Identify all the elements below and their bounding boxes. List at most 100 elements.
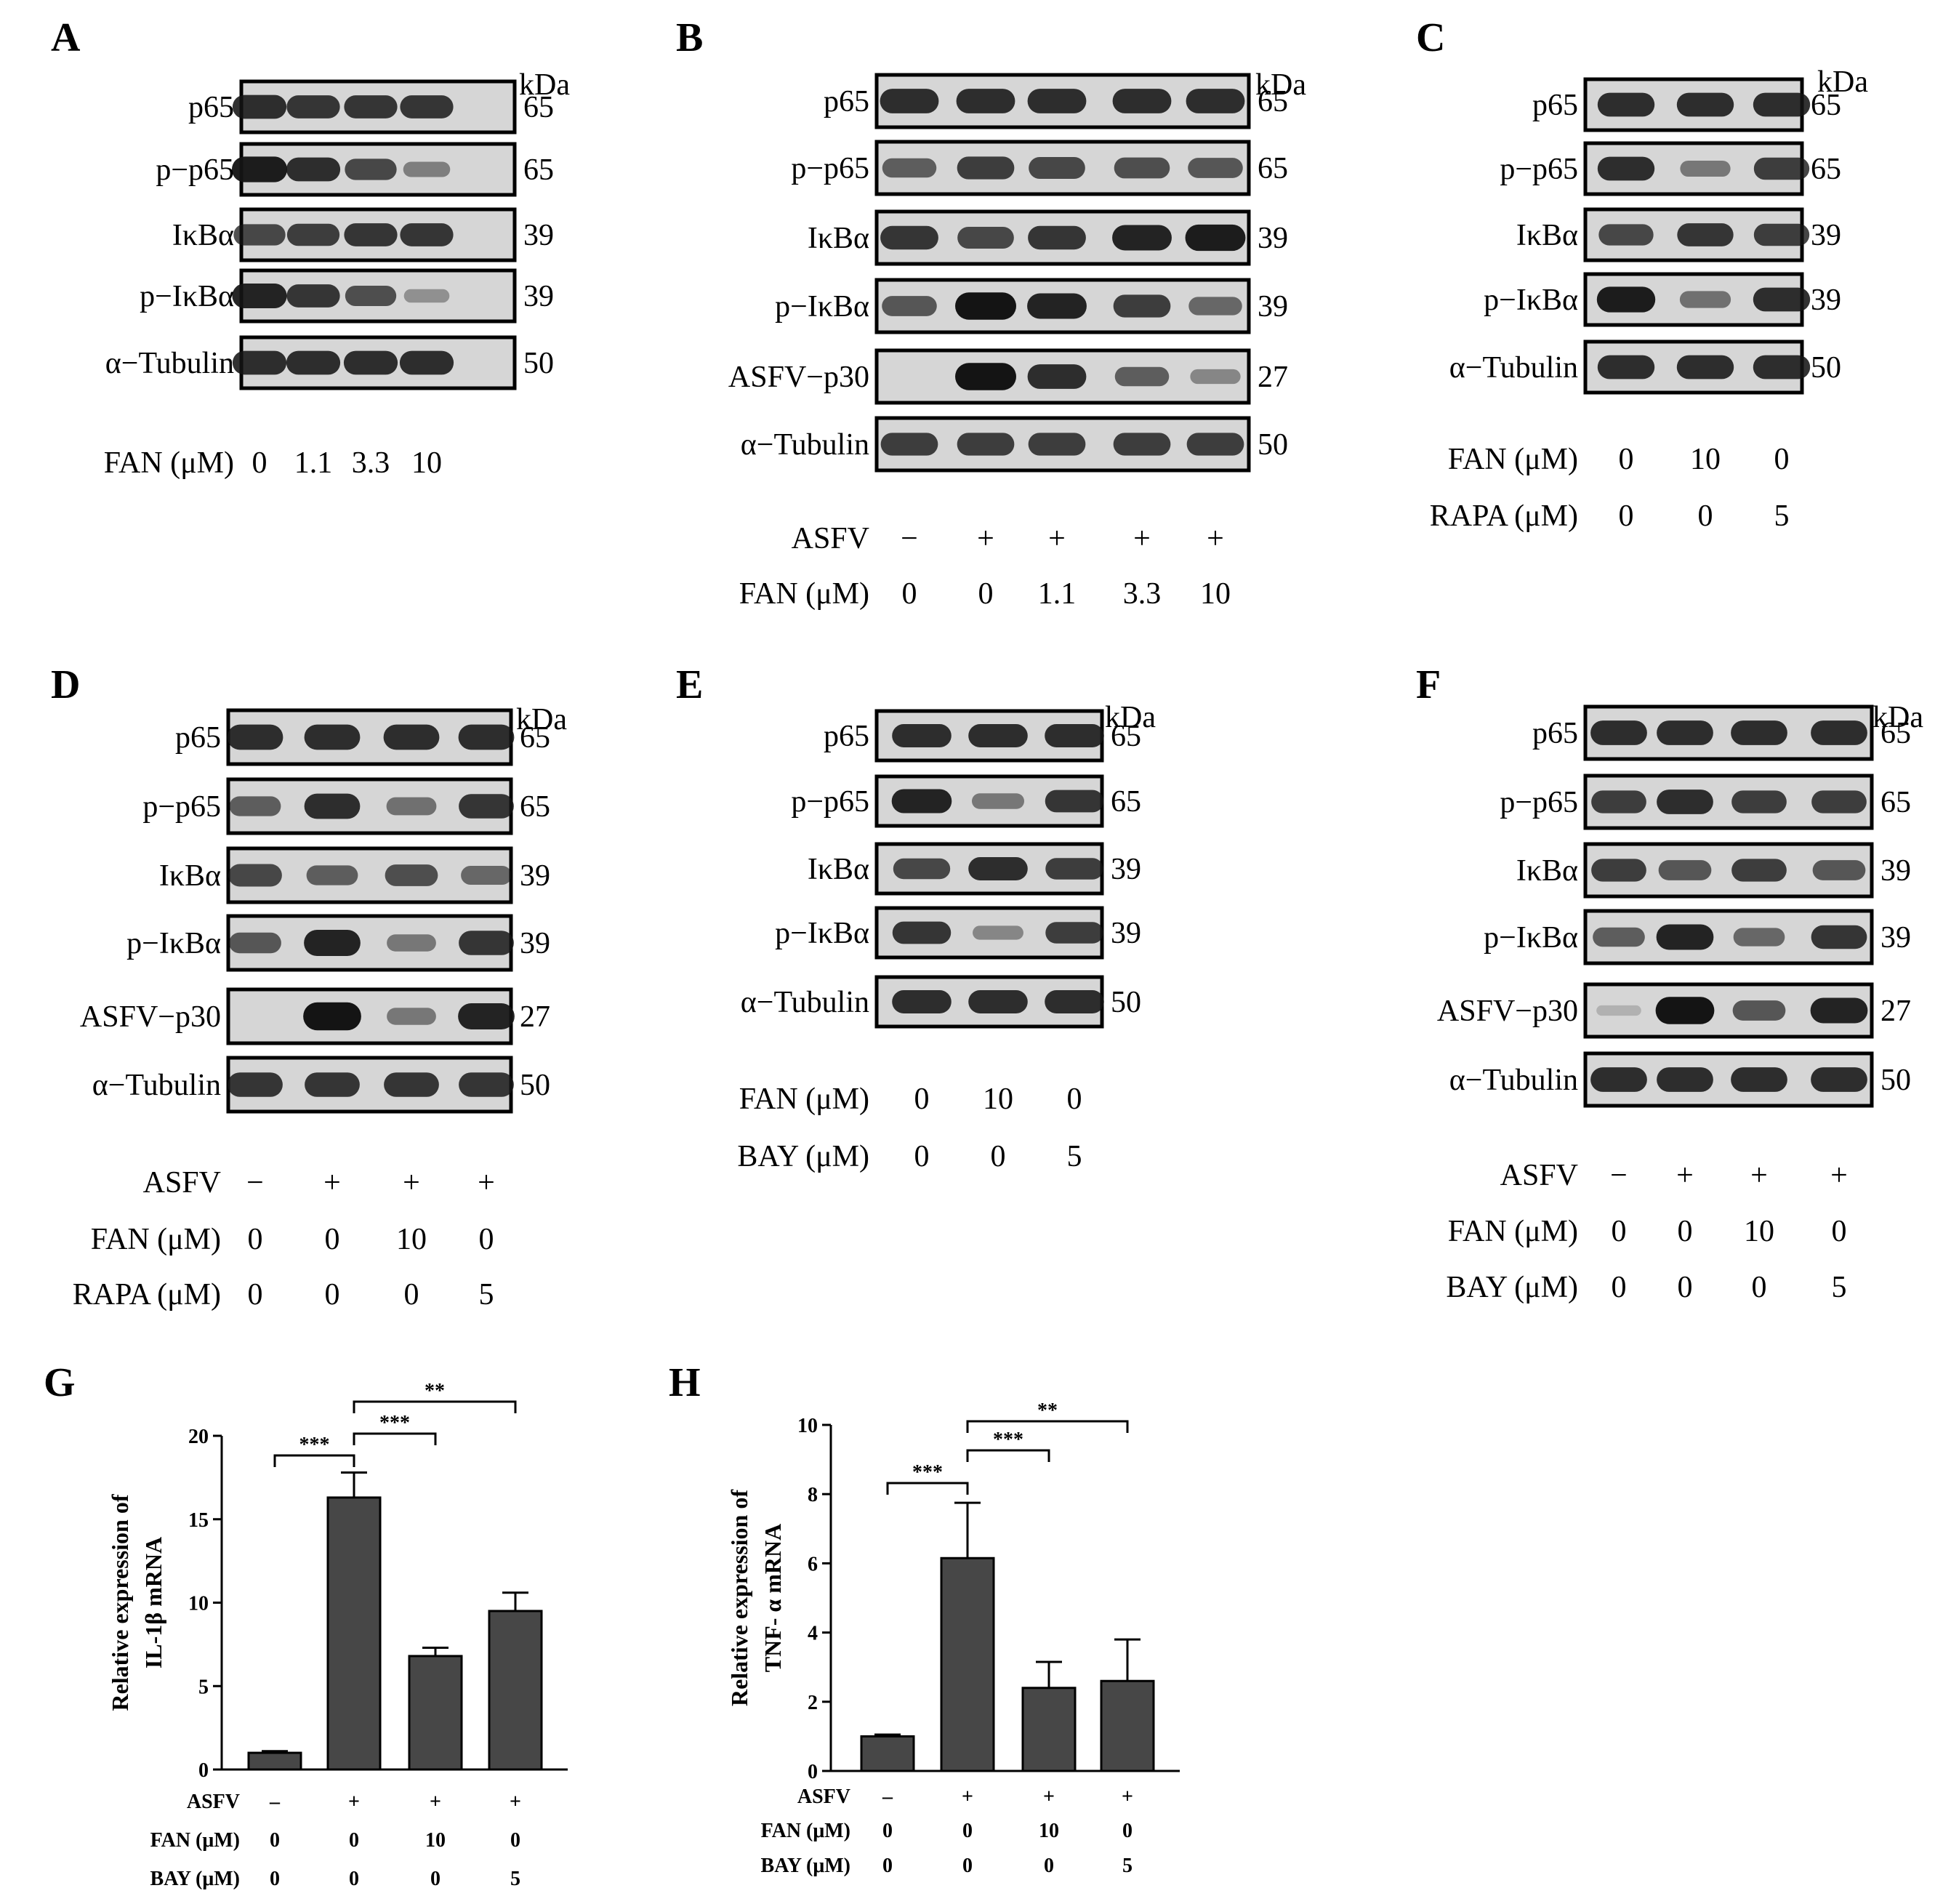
protein-label: p−IκBα	[775, 917, 869, 950]
protein-label: p−IκBα	[775, 290, 869, 324]
blot-band	[880, 89, 939, 113]
condition-label: BAY (μM)	[761, 1855, 850, 1877]
protein-label: p−p65	[791, 785, 869, 819]
bar	[488, 1610, 543, 1771]
kda-value: 65	[1811, 153, 1841, 186]
blot-band	[1731, 859, 1787, 882]
blot-band	[1188, 158, 1243, 178]
blot-band	[1597, 355, 1655, 379]
condition-value: 0	[1698, 499, 1713, 533]
blot-band	[459, 1072, 514, 1097]
protein-label: α−Tubulin	[1449, 1064, 1578, 1097]
kda-value: 39	[1811, 284, 1841, 317]
blot-row: α−Tubulin 50	[105, 335, 554, 390]
blot-band	[1596, 286, 1656, 313]
blot-band	[229, 796, 281, 816]
condition-value: 0	[882, 1855, 893, 1877]
blot-row: α−Tubulin 50	[741, 975, 1141, 1029]
condition-label: FAN (μM)	[1448, 1215, 1578, 1248]
blot-band	[1188, 297, 1242, 316]
blot-band	[955, 363, 1016, 390]
y-tick-label: 6	[808, 1553, 818, 1575]
blot-band	[1597, 92, 1655, 117]
bar	[860, 1735, 915, 1772]
kda-value: 65	[1880, 717, 1911, 750]
blot-band	[1680, 160, 1731, 177]
blot-band	[1590, 720, 1647, 745]
protein-label: p65	[188, 91, 234, 124]
y-tick-label: 5	[198, 1676, 209, 1698]
blot-row: ASFV−p30 27	[80, 987, 550, 1045]
condition-value: –	[882, 1785, 893, 1808]
significance-bracket: ***	[966, 1429, 1050, 1462]
condition-value: 0	[510, 1829, 520, 1852]
protein-label: p−IκBα	[1484, 921, 1578, 955]
kda-label: kDa	[516, 703, 567, 736]
bar	[1021, 1687, 1077, 1772]
blot-band	[1591, 859, 1646, 882]
protein-label: ASFV−p30	[80, 1000, 221, 1034]
blot-band	[344, 223, 398, 246]
condition-value: +	[1133, 522, 1151, 555]
condition-value: 0	[1044, 1855, 1054, 1877]
kda-label: kDa	[519, 68, 570, 102]
blot-band	[1027, 89, 1087, 113]
kda-value: 65	[1258, 85, 1288, 119]
blot-band	[882, 158, 937, 178]
condition-row: RAPA (μM) 0 0 0 5	[73, 1278, 494, 1311]
condition-value: 10	[411, 446, 442, 480]
blot-band	[892, 724, 952, 747]
kda-value: 39	[520, 859, 550, 893]
blot-band	[1045, 858, 1103, 880]
condition-row: BAY (μM) 0 0 0 5	[1446, 1271, 1846, 1304]
blot-band	[1753, 223, 1810, 246]
panel-label-e: E	[676, 662, 703, 707]
blot-row: p−IκBα 39	[775, 278, 1288, 334]
blot-band	[459, 931, 514, 955]
protein-label: p−p65	[156, 153, 234, 187]
blot-row: p65 65	[188, 79, 554, 134]
blot-row: α−Tubulin 50	[741, 416, 1288, 473]
condition-value: 1.1	[294, 446, 333, 480]
condition-label: FAN (μM)	[761, 1820, 850, 1842]
blot-band	[1753, 287, 1811, 312]
blot-band	[1114, 157, 1170, 179]
condition-value: 0	[252, 446, 267, 480]
y-tick-label: 10	[797, 1415, 818, 1437]
blot-band	[1591, 790, 1646, 814]
blot-band	[892, 921, 952, 944]
bracket-line	[966, 1420, 1129, 1433]
kda-value: 39	[1880, 921, 1911, 955]
kda-value: 27	[1258, 361, 1288, 394]
protein-label: α−Tubulin	[741, 428, 869, 462]
blot-band	[1028, 225, 1086, 250]
blot-band	[1045, 724, 1104, 747]
blot-band	[458, 1003, 515, 1029]
protein-label: p65	[824, 85, 869, 119]
condition-value: 0	[430, 1868, 441, 1890]
condition-value: 0	[1832, 1215, 1847, 1248]
blot-band	[345, 285, 397, 307]
kda-value: 65	[523, 153, 554, 187]
blot-band	[232, 95, 287, 119]
condition-value: 0	[325, 1278, 340, 1311]
condition-label: ASFV	[187, 1791, 240, 1813]
blot-band	[1753, 92, 1811, 117]
condition-value: +	[430, 1791, 441, 1813]
kda-value: 39	[1880, 854, 1911, 888]
bar	[1100, 1679, 1155, 1772]
blot-band	[1113, 294, 1171, 318]
blot-band	[305, 1072, 360, 1097]
y-tick-label: 2	[808, 1692, 818, 1714]
blot-row: p−IκBα 39	[1484, 272, 1841, 327]
kda-value: 65	[520, 790, 550, 824]
blot-band	[1731, 720, 1787, 745]
condition-label: BAY (μM)	[737, 1140, 869, 1173]
blot-band	[1598, 224, 1654, 246]
blot-band	[1656, 924, 1714, 950]
condition-row: RAPA (μM) 0 0 5	[1430, 499, 1790, 533]
blot-band	[400, 95, 454, 119]
condition-label: FAN (μM)	[1448, 443, 1578, 476]
blot-row: p65 65	[1532, 704, 1911, 761]
